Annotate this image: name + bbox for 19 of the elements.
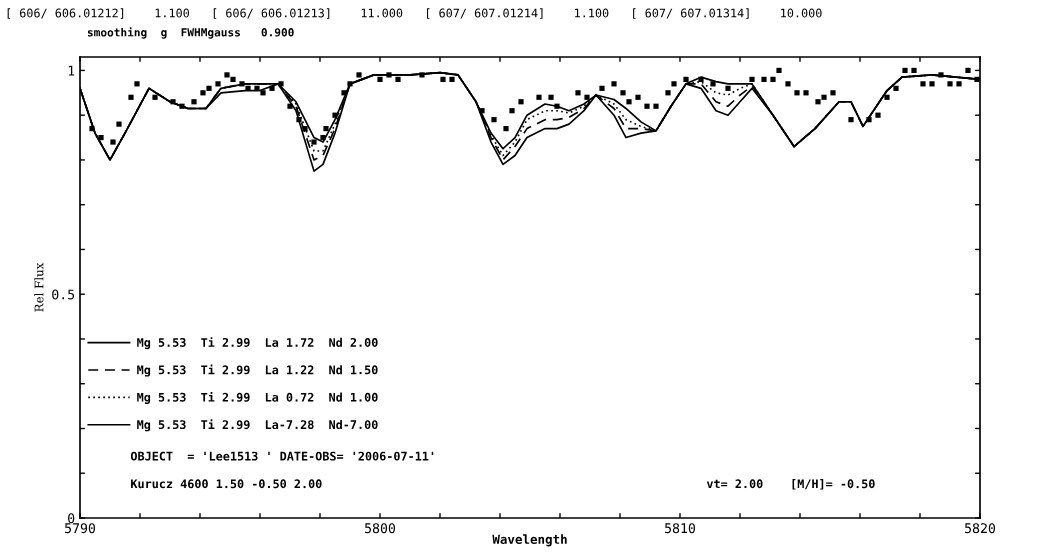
- legend-label: Mg 5.53 Ti 2.99 La 1.72 Nd 2.00: [137, 337, 378, 350]
- y-tick-label: 0: [68, 513, 75, 524]
- x-axis-title: Wavelength: [492, 534, 567, 547]
- x-tick-label: 5790: [65, 523, 96, 534]
- annotation: vt= 2.00: [706, 479, 763, 489]
- y-tick-label: 0.5: [52, 289, 75, 300]
- x-tick-label: 5810: [665, 523, 696, 534]
- x-tick-label: 5820: [965, 523, 996, 534]
- legend-label: Mg 5.53 Ti 2.99 La 0.72 Nd 1.00: [137, 391, 378, 404]
- legend-label: Mg 5.53 Ti 2.99 La 1.22 Nd 1.50: [137, 364, 378, 377]
- y-axis-title: Rel Flux: [34, 262, 44, 312]
- chart-title: [ 606/ 606.01212] 1.100 [ 606/ 606.01213] 11.000 [ 607/ 607.01214] 1.100 [ 607/ 607.01314] 10.000: [7, 8, 822, 19]
- legend-label: Mg 5.53 Ti 2.99 La-7.28 Nd-7.00: [137, 419, 378, 432]
- y-tick-label: 1: [68, 65, 75, 76]
- x-tick-label: 5800: [365, 523, 396, 534]
- annotation: Kurucz 4600 1.50 -0.50 2.00: [131, 479, 322, 489]
- annotation: OBJECT = 'Lee1513 ' DATE-OBS= '2006-07-11': [130, 451, 434, 461]
- chart-subtitle: smoothing g FWHMgauss 0.900: [87, 27, 294, 39]
- annotation: [M/H]= -0.50: [792, 479, 875, 490]
